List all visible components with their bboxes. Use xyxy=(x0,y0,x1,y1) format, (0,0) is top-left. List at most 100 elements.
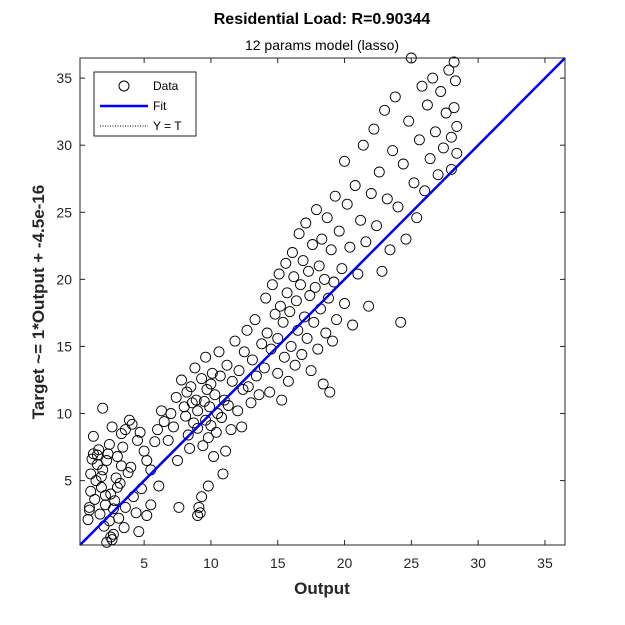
data-point xyxy=(307,239,318,250)
data-point xyxy=(85,468,97,480)
data-point xyxy=(387,145,399,157)
data-point xyxy=(373,166,385,178)
data-point xyxy=(210,426,222,438)
data-point xyxy=(204,401,216,413)
y-axis-label: Target ~= 1*Output + -4.5e-16 xyxy=(29,185,48,419)
data-point xyxy=(421,99,433,111)
data-point xyxy=(368,123,380,135)
data-point xyxy=(249,314,261,326)
data-point xyxy=(192,510,204,521)
data-point xyxy=(313,260,325,272)
data-point xyxy=(325,244,337,256)
data-point xyxy=(288,271,300,283)
data-point xyxy=(363,300,375,312)
data-point xyxy=(184,442,196,454)
data-point xyxy=(253,389,265,401)
data-point xyxy=(258,362,270,374)
data-point xyxy=(312,343,324,355)
data-point xyxy=(299,311,310,323)
data-point xyxy=(101,455,113,466)
data-point xyxy=(392,201,404,213)
data-point xyxy=(145,499,157,511)
data-point xyxy=(445,131,457,143)
legend: Data Fit Y = T xyxy=(93,71,197,137)
data-point xyxy=(413,134,425,146)
data-point xyxy=(117,441,129,453)
data-point xyxy=(83,504,95,516)
data-point xyxy=(321,212,333,224)
data-point xyxy=(241,324,253,336)
data-point xyxy=(216,412,228,423)
data-point xyxy=(317,378,329,390)
data-point xyxy=(277,316,289,328)
data-point xyxy=(272,367,284,379)
data-point xyxy=(111,451,123,462)
data-point xyxy=(260,292,272,304)
data-point xyxy=(355,214,367,226)
data-point xyxy=(152,424,163,436)
data-point xyxy=(416,80,428,92)
data-point xyxy=(435,86,447,97)
data-point xyxy=(311,204,322,216)
data-point xyxy=(119,424,131,436)
data-point xyxy=(336,263,348,275)
data-point xyxy=(229,335,241,347)
data-point xyxy=(451,120,463,132)
data-point xyxy=(273,268,285,280)
data-point xyxy=(246,354,258,366)
data-point xyxy=(162,434,174,446)
x-axis-label: Output xyxy=(294,579,350,598)
x-tick-label: 20 xyxy=(337,555,353,571)
data-point xyxy=(238,346,250,358)
data-point xyxy=(105,488,117,500)
data-point xyxy=(176,374,187,386)
data-point xyxy=(290,295,302,307)
y-tick-label: 10 xyxy=(56,406,72,422)
data-point xyxy=(349,180,361,191)
data-point xyxy=(188,417,200,429)
data-point xyxy=(206,367,218,379)
data-point xyxy=(218,394,230,406)
data-point xyxy=(133,526,145,538)
data-point xyxy=(103,438,115,450)
data-point xyxy=(264,386,276,398)
data-point xyxy=(105,531,117,543)
data-point xyxy=(95,471,107,483)
data-point xyxy=(408,177,420,189)
data-point xyxy=(411,212,423,224)
data-point xyxy=(272,332,284,344)
legend-data-marker xyxy=(118,80,130,92)
data-point xyxy=(309,281,321,293)
data-point xyxy=(448,56,460,68)
x-tick-label: 5 xyxy=(140,555,148,571)
data-point xyxy=(357,139,369,151)
data-point xyxy=(274,300,286,312)
data-point xyxy=(83,501,95,513)
data-point xyxy=(250,370,262,382)
y-tick-label: 30 xyxy=(56,137,72,153)
data-point xyxy=(339,155,350,167)
data-point xyxy=(256,338,268,350)
data-point xyxy=(172,455,183,466)
data-point xyxy=(403,115,415,127)
data-point xyxy=(180,410,192,422)
data-point xyxy=(181,386,193,398)
data-point xyxy=(331,314,342,326)
chart-subtitle: 12 params model (lasso) xyxy=(245,37,399,53)
data-point xyxy=(395,316,407,328)
legend-yt-label: Y = T xyxy=(153,119,182,133)
y-tick-label: 20 xyxy=(56,271,72,287)
data-point xyxy=(323,292,334,304)
data-point xyxy=(90,475,102,487)
data-point xyxy=(295,279,306,291)
data-point xyxy=(208,451,220,462)
legend-fit-label: Fit xyxy=(153,99,167,113)
data-point xyxy=(296,349,308,360)
data-point xyxy=(222,400,234,411)
data-point xyxy=(168,421,179,433)
data-point xyxy=(347,319,359,331)
data-point xyxy=(339,298,350,309)
data-points xyxy=(82,52,463,548)
fit-line xyxy=(79,57,566,546)
